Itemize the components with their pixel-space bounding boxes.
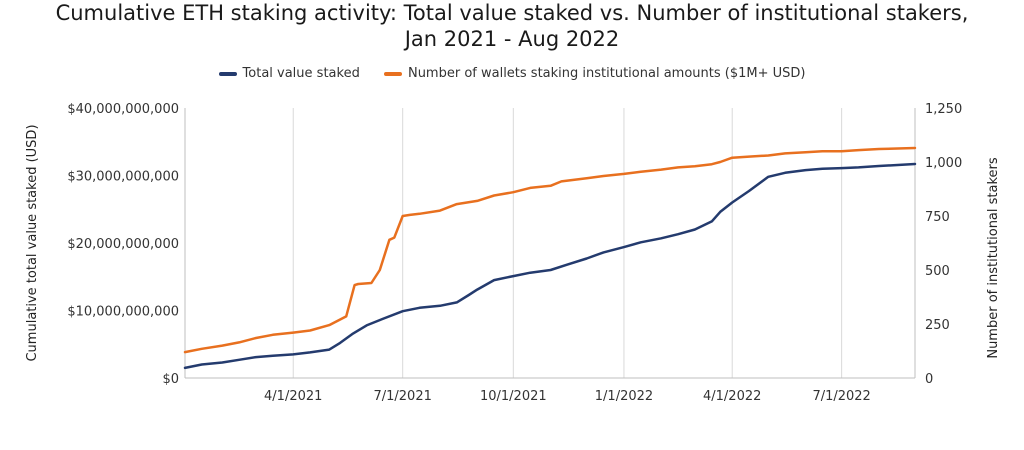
y-left-tick-label-1: $10,000,000,000 bbox=[67, 305, 179, 320]
chart-title-line-1: Cumulative ETH staking activity: Total v… bbox=[55, 1, 969, 25]
x-tick-label-5: 7/1/2022 bbox=[812, 389, 870, 404]
y-right-tick-label-4: 1,000 bbox=[925, 156, 962, 171]
legend-item-institutional-wallets: Number of wallets staking institutional … bbox=[383, 66, 806, 81]
tick-labels: 4/1/2021 7/1/2021 10/1/2021 1/1/2022 4/1/202… bbox=[67, 102, 962, 404]
y-left-tick-label-2: $20,000,000,000 bbox=[67, 237, 179, 252]
y-right-tick-label-0: 0 bbox=[925, 372, 933, 387]
y-right-tick-label-5: 1,250 bbox=[925, 102, 962, 117]
chart-legend: Total value staked Number of wallets sta… bbox=[0, 66, 1024, 81]
y-axis-title-left: Cumulative total value staked (USD) bbox=[25, 124, 40, 361]
y-left-tick-label-3: $30,000,000,000 bbox=[67, 170, 179, 185]
y-right-tick-label-2: 500 bbox=[925, 264, 950, 279]
chart-title-line-2: Jan 2021 - Aug 2022 bbox=[404, 27, 620, 51]
x-tick-label-4: 4/1/2022 bbox=[703, 389, 761, 404]
y-left-tick-label-4: $40,000,000,000 bbox=[67, 102, 179, 117]
series-line-institutional-wallets bbox=[183, 146, 917, 354]
legend-item-total-value-staked: Total value staked bbox=[218, 66, 360, 81]
legend-label-institutional-wallets: Number of wallets staking institutional … bbox=[407, 66, 806, 81]
x-tick-label-2: 10/1/2021 bbox=[480, 389, 547, 404]
legend-label-total-value-staked: Total value staked bbox=[242, 66, 360, 81]
grid-lines bbox=[184, 108, 916, 379]
x-tick-label-1: 7/1/2021 bbox=[373, 389, 431, 404]
y-right-tick-label-3: 750 bbox=[925, 210, 950, 225]
legend-swatch-navy bbox=[218, 71, 237, 76]
x-tick-label-3: 1/1/2022 bbox=[595, 389, 653, 404]
x-tick-label-0: 4/1/2021 bbox=[264, 389, 322, 404]
y-right-tick-label-1: 250 bbox=[925, 318, 950, 333]
series-line-total-value-staked bbox=[183, 162, 917, 370]
y-left-tick-label-0: $0 bbox=[162, 372, 179, 387]
legend-swatch-orange bbox=[383, 71, 402, 76]
series-lines bbox=[183, 146, 917, 370]
y-axis-title-right: Number of institutional stakers bbox=[986, 157, 1001, 359]
